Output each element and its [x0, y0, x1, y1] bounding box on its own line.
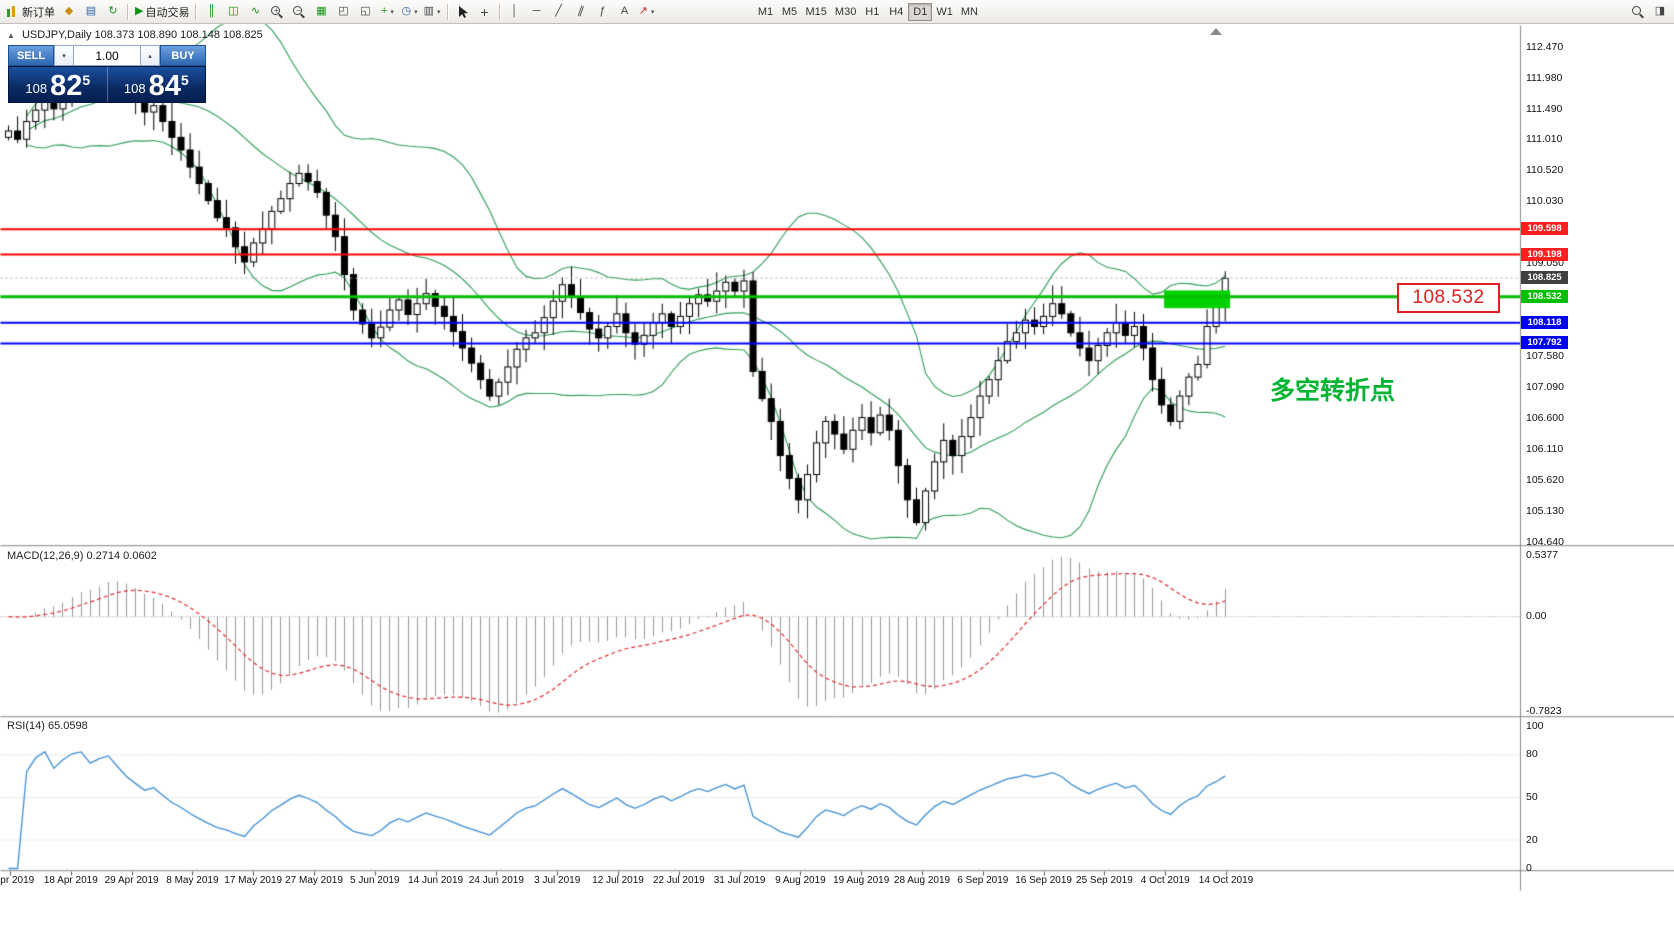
- new-chart-button[interactable]: ◆: [58, 2, 80, 22]
- timeframe-h1[interactable]: H1: [860, 3, 884, 21]
- candlestick-chart-icon: ◫: [228, 5, 239, 17]
- ohlc-values: 108.373 108.890 108.148 108.825: [94, 29, 263, 41]
- clock-icon: ◷: [401, 5, 412, 17]
- cursor-icon: [459, 5, 469, 18]
- timeframe-w1[interactable]: W1: [932, 3, 957, 21]
- toolbar-separator: [446, 3, 449, 20]
- toolbar-separator: [498, 3, 501, 20]
- buy-price[interactable]: 108 84 5: [106, 67, 206, 102]
- sell-price[interactable]: 108 82 5: [25, 70, 91, 102]
- chevron-down-icon: ▾: [437, 8, 441, 16]
- chevron-down-icon: ▾: [414, 8, 418, 16]
- quick-panel-button[interactable]: ◨: [1649, 2, 1671, 22]
- chevron-down-icon: ▾: [650, 8, 655, 16]
- fibonacci-button[interactable]: ƒ: [592, 2, 614, 22]
- collapse-panel-icon[interactable]: ▲: [7, 31, 15, 40]
- volume-input[interactable]: [74, 46, 140, 65]
- timeframe-m30[interactable]: M30: [831, 3, 860, 21]
- sell-dropdown-button[interactable]: ▾: [54, 45, 74, 66]
- timeframe-m1[interactable]: M1: [754, 3, 778, 21]
- zoom-in-icon: +: [271, 5, 283, 18]
- time-axis[interactable]: [0, 871, 1520, 891]
- toolbar-separator: [127, 3, 129, 20]
- quick-panel-icon: ◨: [1654, 5, 1666, 17]
- macd-indicator-label: MACD(12,26,9) 0.2714 0.0602: [7, 550, 157, 562]
- profiles-button[interactable]: ▤: [80, 2, 102, 22]
- turning-point-label: 多空转折点: [1270, 377, 1396, 405]
- text-tool-icon: A: [620, 5, 629, 17]
- candlestick-chart-button[interactable]: ◫: [222, 2, 244, 22]
- tile-windows-icon: ▦: [316, 5, 327, 17]
- bar-chart-button[interactable]: ║: [200, 2, 222, 22]
- templates-button[interactable]: ▥ ▾: [421, 2, 444, 22]
- new-chart-icon: ◆: [64, 5, 74, 17]
- timeframe-d1[interactable]: D1: [908, 2, 933, 21]
- new-order-button[interactable]: 新订单: [3, 2, 58, 22]
- buy-dropdown-button[interactable]: ▴: [140, 45, 160, 66]
- crosshair-icon: +: [480, 3, 489, 20]
- profiles-icon: ▤: [85, 5, 97, 17]
- refresh-icon: ↻: [108, 5, 118, 17]
- buy-button[interactable]: BUY: [160, 45, 206, 66]
- zoom-out-button[interactable]: −: [288, 2, 310, 22]
- chart-shift-marker-icon[interactable]: [1210, 28, 1222, 35]
- auto-trading-label: 自动交易: [145, 6, 190, 19]
- toolbar-separator: [195, 3, 198, 20]
- search-button[interactable]: [1627, 2, 1649, 22]
- vertical-line-icon: │: [511, 5, 518, 17]
- timeframe-m5[interactable]: M5: [778, 3, 802, 21]
- channel-button[interactable]: ∥: [570, 2, 592, 22]
- text-tool-button[interactable]: A: [614, 2, 636, 22]
- new-order-icon: [6, 5, 18, 18]
- new-order-label: 新订单: [22, 6, 55, 19]
- trendline-button[interactable]: ╱: [548, 2, 570, 22]
- crosshair-button[interactable]: +: [474, 2, 496, 22]
- timeframe-mn[interactable]: MN: [957, 3, 982, 21]
- price-callout: 108.532: [1397, 283, 1500, 313]
- sell-button[interactable]: SELL: [8, 45, 54, 66]
- cursor-button[interactable]: [452, 2, 474, 22]
- main-toolbar: 新订单 ◆ ▤ ↻ ▶ 自动交易 ║ ◫ ∿ + − ▦ ◰ ◱ + ▾ ◷ ▾ ▥…: [0, 0, 1674, 24]
- indicators-icon: +: [380, 5, 388, 17]
- horizontal-line-button[interactable]: ─: [526, 2, 548, 22]
- volume-field: [74, 45, 140, 66]
- timeframe-m15[interactable]: M15: [802, 3, 831, 21]
- symbol-info: ▲ USDJPY,Daily 108.373 108.890 108.148 1…: [7, 29, 263, 41]
- tile-windows-button[interactable]: ▦: [310, 2, 332, 22]
- arrange-windows-button[interactable]: ◱: [354, 2, 376, 22]
- cascade-windows-button[interactable]: ◰: [332, 2, 354, 22]
- arrange-windows-icon: ◱: [360, 5, 371, 17]
- periods-button[interactable]: ◷ ▾: [398, 2, 420, 22]
- search-icon: [1632, 5, 1644, 18]
- auto-trading-play-icon: ▶: [135, 5, 144, 17]
- arrows-tool-button[interactable]: ↗ ▾: [636, 2, 658, 22]
- chevron-down-icon: ▾: [390, 8, 394, 16]
- channel-icon: ∥: [576, 4, 586, 18]
- template-icon: ▥: [423, 5, 434, 17]
- fibonacci-icon: ƒ: [599, 5, 606, 17]
- price-axis[interactable]: [1521, 25, 1674, 890]
- indicators-button[interactable]: + ▾: [376, 2, 398, 22]
- bar-chart-icon: ║: [207, 5, 216, 17]
- horizontal-line-icon: ─: [532, 5, 541, 17]
- refresh-button[interactable]: ↻: [102, 2, 124, 22]
- zoom-out-icon: −: [293, 5, 305, 18]
- price-display: 108 82 5 108 84 5: [8, 66, 206, 103]
- timeframe-h4[interactable]: H4: [884, 3, 908, 21]
- cascade-windows-icon: ◰: [338, 5, 349, 17]
- symbol-period-label: USDJPY,Daily: [21, 29, 92, 41]
- rsi-indicator-label: RSI(14) 65.0598: [7, 720, 88, 732]
- line-chart-button[interactable]: ∿: [244, 2, 266, 22]
- zoom-in-button[interactable]: +: [266, 2, 288, 22]
- line-chart-icon: ∿: [250, 5, 261, 17]
- trendline-icon: ╱: [555, 5, 562, 17]
- auto-trading-button[interactable]: ▶ 自动交易: [132, 2, 192, 22]
- arrow-tool-icon: ↗: [638, 5, 648, 17]
- vertical-line-button[interactable]: │: [504, 2, 526, 22]
